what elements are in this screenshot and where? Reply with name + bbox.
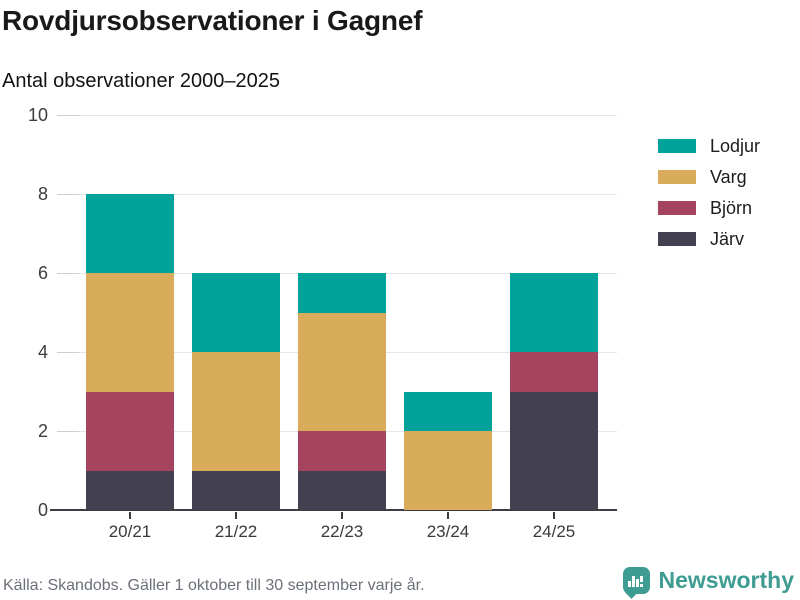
- x-axis-tick-label: 20/21: [108, 522, 152, 541]
- legend-swatch-Björn: [658, 201, 696, 215]
- x-axis-tick-24/25: [553, 512, 555, 519]
- legend-item-Björn: Björn: [658, 199, 760, 217]
- bar-segment-Järv-21/22: [192, 470, 280, 510]
- legend-swatch-Lodjur: [658, 139, 696, 153]
- bar-segment-Lodjur-23/24: [404, 391, 492, 431]
- x-axis-tick-label: 24/25: [532, 522, 576, 541]
- gridline-y-8: [57, 193, 617, 195]
- chart-title: Rovdjursobservationer i Gagnef: [2, 5, 423, 36]
- legend-swatch-Järv: [658, 232, 696, 246]
- brand-name: Newsworthy: [658, 566, 794, 593]
- x-axis-tick-21/22: [235, 512, 237, 519]
- y-axis-tick-label: 2: [37, 421, 48, 441]
- bar-segment-Varg-20/21: [86, 273, 174, 392]
- bar-segment-Varg-23/24: [404, 431, 492, 510]
- source-note: Källa: Skandobs. Gäller 1 oktober till 3…: [3, 577, 425, 594]
- x-axis-tick-label: 23/24: [426, 522, 470, 541]
- legend-item-Järv: Järv: [658, 230, 760, 248]
- y-axis-tick-label: 6: [37, 263, 48, 283]
- plot-area: 0 2 4 6 8 10 20/21 21/22 22/23 23/24 24/25: [28, 105, 617, 541]
- legend-label: Björn: [710, 198, 753, 218]
- x-axis-tick-label: 21/22: [214, 522, 258, 541]
- bar-segment-Lodjur-22/23: [298, 273, 386, 313]
- y-axis-tick-2: [57, 430, 79, 432]
- bar-segment-Varg-22/23: [298, 312, 386, 431]
- legend-swatch-Varg: [658, 170, 696, 184]
- x-axis-line: [50, 509, 617, 511]
- bar-segment-Björn-24/25: [510, 352, 598, 392]
- gridline-y-10: [57, 114, 617, 116]
- y-axis-tick-label: 0: [37, 500, 48, 520]
- bar-segment-Järv-22/23: [298, 470, 386, 510]
- y-axis-tick-8: [57, 193, 79, 195]
- bar-segment-Järv-24/25: [510, 391, 598, 510]
- y-axis-tick-label: 10: [27, 105, 48, 125]
- bar-segment-Lodjur-21/22: [192, 273, 280, 352]
- x-axis-tick-20/21: [129, 512, 131, 519]
- y-axis-tick-label: 4: [37, 342, 48, 362]
- legend-label: Varg: [710, 167, 747, 187]
- bar-segment-Järv-20/21: [86, 470, 174, 510]
- legend-label: Järv: [710, 229, 745, 249]
- x-axis-tick-label: 22/23: [320, 522, 364, 541]
- y-axis-tick-6: [57, 272, 79, 274]
- legend-label: Lodjur: [710, 136, 761, 156]
- bar-segment-Björn-20/21: [86, 391, 174, 471]
- legend: Lodjur Varg Björn Järv: [658, 137, 760, 248]
- bar-segment-Björn-22/23: [298, 431, 386, 471]
- bar-segment-Lodjur-20/21: [86, 194, 174, 273]
- chart-subtitle: Antal observationer 2000–2025: [2, 70, 280, 92]
- bar-segment-Lodjur-24/25: [510, 273, 598, 352]
- bar-chart-speech-bubble-icon: [622, 566, 650, 599]
- y-axis-tick-label: 8: [37, 184, 48, 204]
- bar-segment-Varg-21/22: [192, 352, 280, 471]
- y-axis-tick-4: [57, 351, 79, 353]
- x-axis-tick-23/24: [447, 512, 449, 519]
- legend-item-Varg: Varg: [658, 168, 760, 186]
- y-axis-tick-10: [57, 114, 79, 116]
- legend-item-Lodjur: Lodjur: [658, 137, 760, 155]
- newsworthy-logo-link[interactable]: Newsworthy: [622, 561, 794, 599]
- x-axis-tick-22/23: [341, 512, 343, 519]
